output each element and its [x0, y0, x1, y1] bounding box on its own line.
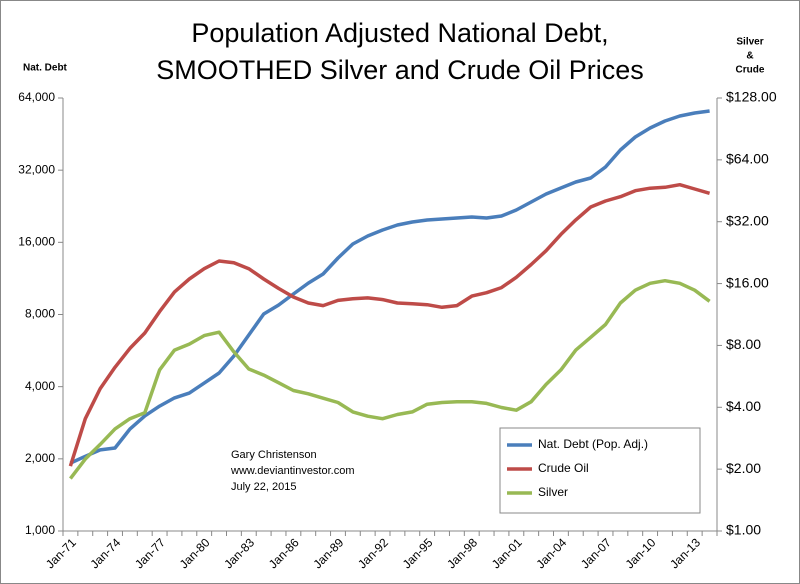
chart-title: Population Adjusted National Debt,	[191, 18, 608, 48]
y2-tick-label: $8.00	[726, 336, 761, 352]
annotation: www.deviantinvestor.com	[230, 465, 355, 477]
y2-tick-label: $4.00	[726, 398, 761, 414]
y-tick-label: 4,000	[25, 379, 55, 393]
y2-tick-label: $128.00	[726, 89, 777, 105]
chart-title: SMOOTHED Silver and Crude Oil Prices	[156, 55, 644, 85]
y-tick-label: 8,000	[25, 307, 55, 321]
y-tick-label: 64,000	[18, 90, 55, 104]
legend-label: Silver	[538, 485, 568, 499]
data-line	[68, 182, 711, 467]
y-tick-label: 16,000	[18, 235, 55, 249]
annotation: July 22, 2015	[231, 481, 296, 493]
y2-tick-label: $64.00	[726, 151, 769, 167]
data-line	[69, 278, 711, 480]
y-tick-label: 2,000	[25, 451, 55, 465]
legend-label: Crude Oil	[538, 461, 589, 475]
y-axis-label: Nat. Debt	[23, 63, 68, 74]
y2-tick-label: $32.00	[726, 212, 769, 228]
data-line	[69, 109, 710, 465]
y2-axis-label: Crude	[736, 65, 765, 76]
y2-tick-label: $2.00	[726, 460, 761, 476]
y2-tick-label: $1.00	[726, 522, 761, 538]
y2-tick-label: $16.00	[726, 274, 769, 290]
y-tick-label: 32,000	[18, 162, 55, 176]
y2-axis-label: Silver	[736, 37, 763, 48]
legend	[499, 427, 701, 514]
annotation: Gary Christenson	[231, 449, 317, 461]
y-tick-label: 1,000	[25, 523, 55, 537]
legend-label: Nat. Debt (Pop. Adj.)	[538, 437, 648, 451]
y2-axis-label: &	[746, 51, 753, 62]
